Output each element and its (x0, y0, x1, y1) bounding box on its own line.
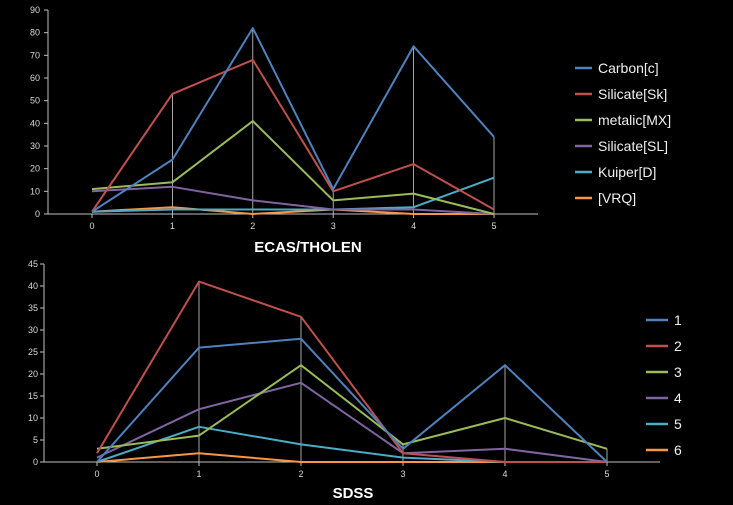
series-line-carbon-c- (91, 27, 495, 213)
y-tick-label: 45 (28, 259, 38, 269)
series-line--vrq- (91, 206, 494, 215)
legend-label: Kuiper[D] (598, 164, 656, 180)
y-tick-label: 10 (30, 186, 40, 196)
x-tick-label: 2 (298, 469, 303, 479)
series-line-silicate-sk- (91, 58, 495, 213)
series-line-5 (96, 425, 607, 463)
x-tick-label: 2 (250, 221, 255, 231)
x-tick-label: 3 (331, 221, 336, 231)
x-tick-label: 1 (196, 469, 201, 479)
series-line-2 (96, 280, 607, 463)
chart-ecas-tholen: 0 10 20 30 40 50 60 70 80 90 0 1 2 3 4 5 Carbon[c] Silica… (30, 5, 671, 256)
x-tick-label: 4 (502, 469, 507, 479)
chart-title: SDSS (333, 485, 374, 502)
y-tick-label: 20 (28, 369, 38, 379)
series-line-silicate-sl- (91, 185, 495, 215)
x-tick-label: 5 (604, 469, 609, 479)
series-line-6 (96, 452, 607, 463)
y-tick-label: 60 (30, 73, 40, 83)
y-tick-label: 10 (28, 413, 38, 423)
y-tick-label: 50 (30, 96, 40, 106)
x-tick-label: 5 (491, 221, 496, 231)
y-tick-label: 35 (28, 303, 38, 313)
legend-label: Silicate[Sk] (598, 86, 667, 102)
y-tick-label: 20 (30, 164, 40, 174)
x-tick-label: 3 (400, 469, 405, 479)
series-line-4 (96, 381, 608, 463)
y-tick-label: 5 (33, 435, 38, 445)
legend-label: 6 (674, 442, 682, 458)
series-line-kuiper-d- (91, 176, 495, 213)
y-tick-label: 80 (30, 28, 40, 38)
series-line-3 (96, 364, 608, 450)
legend-label: 1 (674, 312, 682, 328)
y-tick-label: 15 (28, 391, 38, 401)
series-line-1 (96, 337, 608, 463)
legend-label: 2 (674, 338, 682, 354)
legend-label: Carbon[c] (598, 60, 659, 76)
y-tick-label: 30 (28, 325, 38, 335)
y-tick-label: 0 (35, 209, 40, 219)
x-tick-label: 1 (170, 221, 175, 231)
y-tick-label: 90 (30, 5, 40, 15)
series-line-metalic-mx- (91, 120, 495, 215)
legend-label: [VRQ] (598, 190, 636, 206)
y-tick-label: 40 (30, 118, 40, 128)
y-tick-label: 70 (30, 50, 40, 60)
y-tick-label: 25 (28, 347, 38, 357)
x-tick-label: 4 (411, 221, 416, 231)
legend-label: Silicate[SL] (598, 138, 668, 154)
legend-label: 5 (674, 416, 682, 432)
chart-title: ECAS/THOLEN (254, 239, 362, 256)
x-tick-label: 0 (89, 221, 94, 231)
legend-label: metalic[MX] (598, 112, 671, 128)
legend-label: 4 (674, 390, 682, 406)
x-tick-label: 0 (94, 469, 99, 479)
y-tick-label: 30 (30, 141, 40, 151)
y-tick-label: 40 (28, 281, 38, 291)
y-tick-label: 0 (33, 457, 38, 467)
legend-label: 3 (674, 364, 682, 380)
